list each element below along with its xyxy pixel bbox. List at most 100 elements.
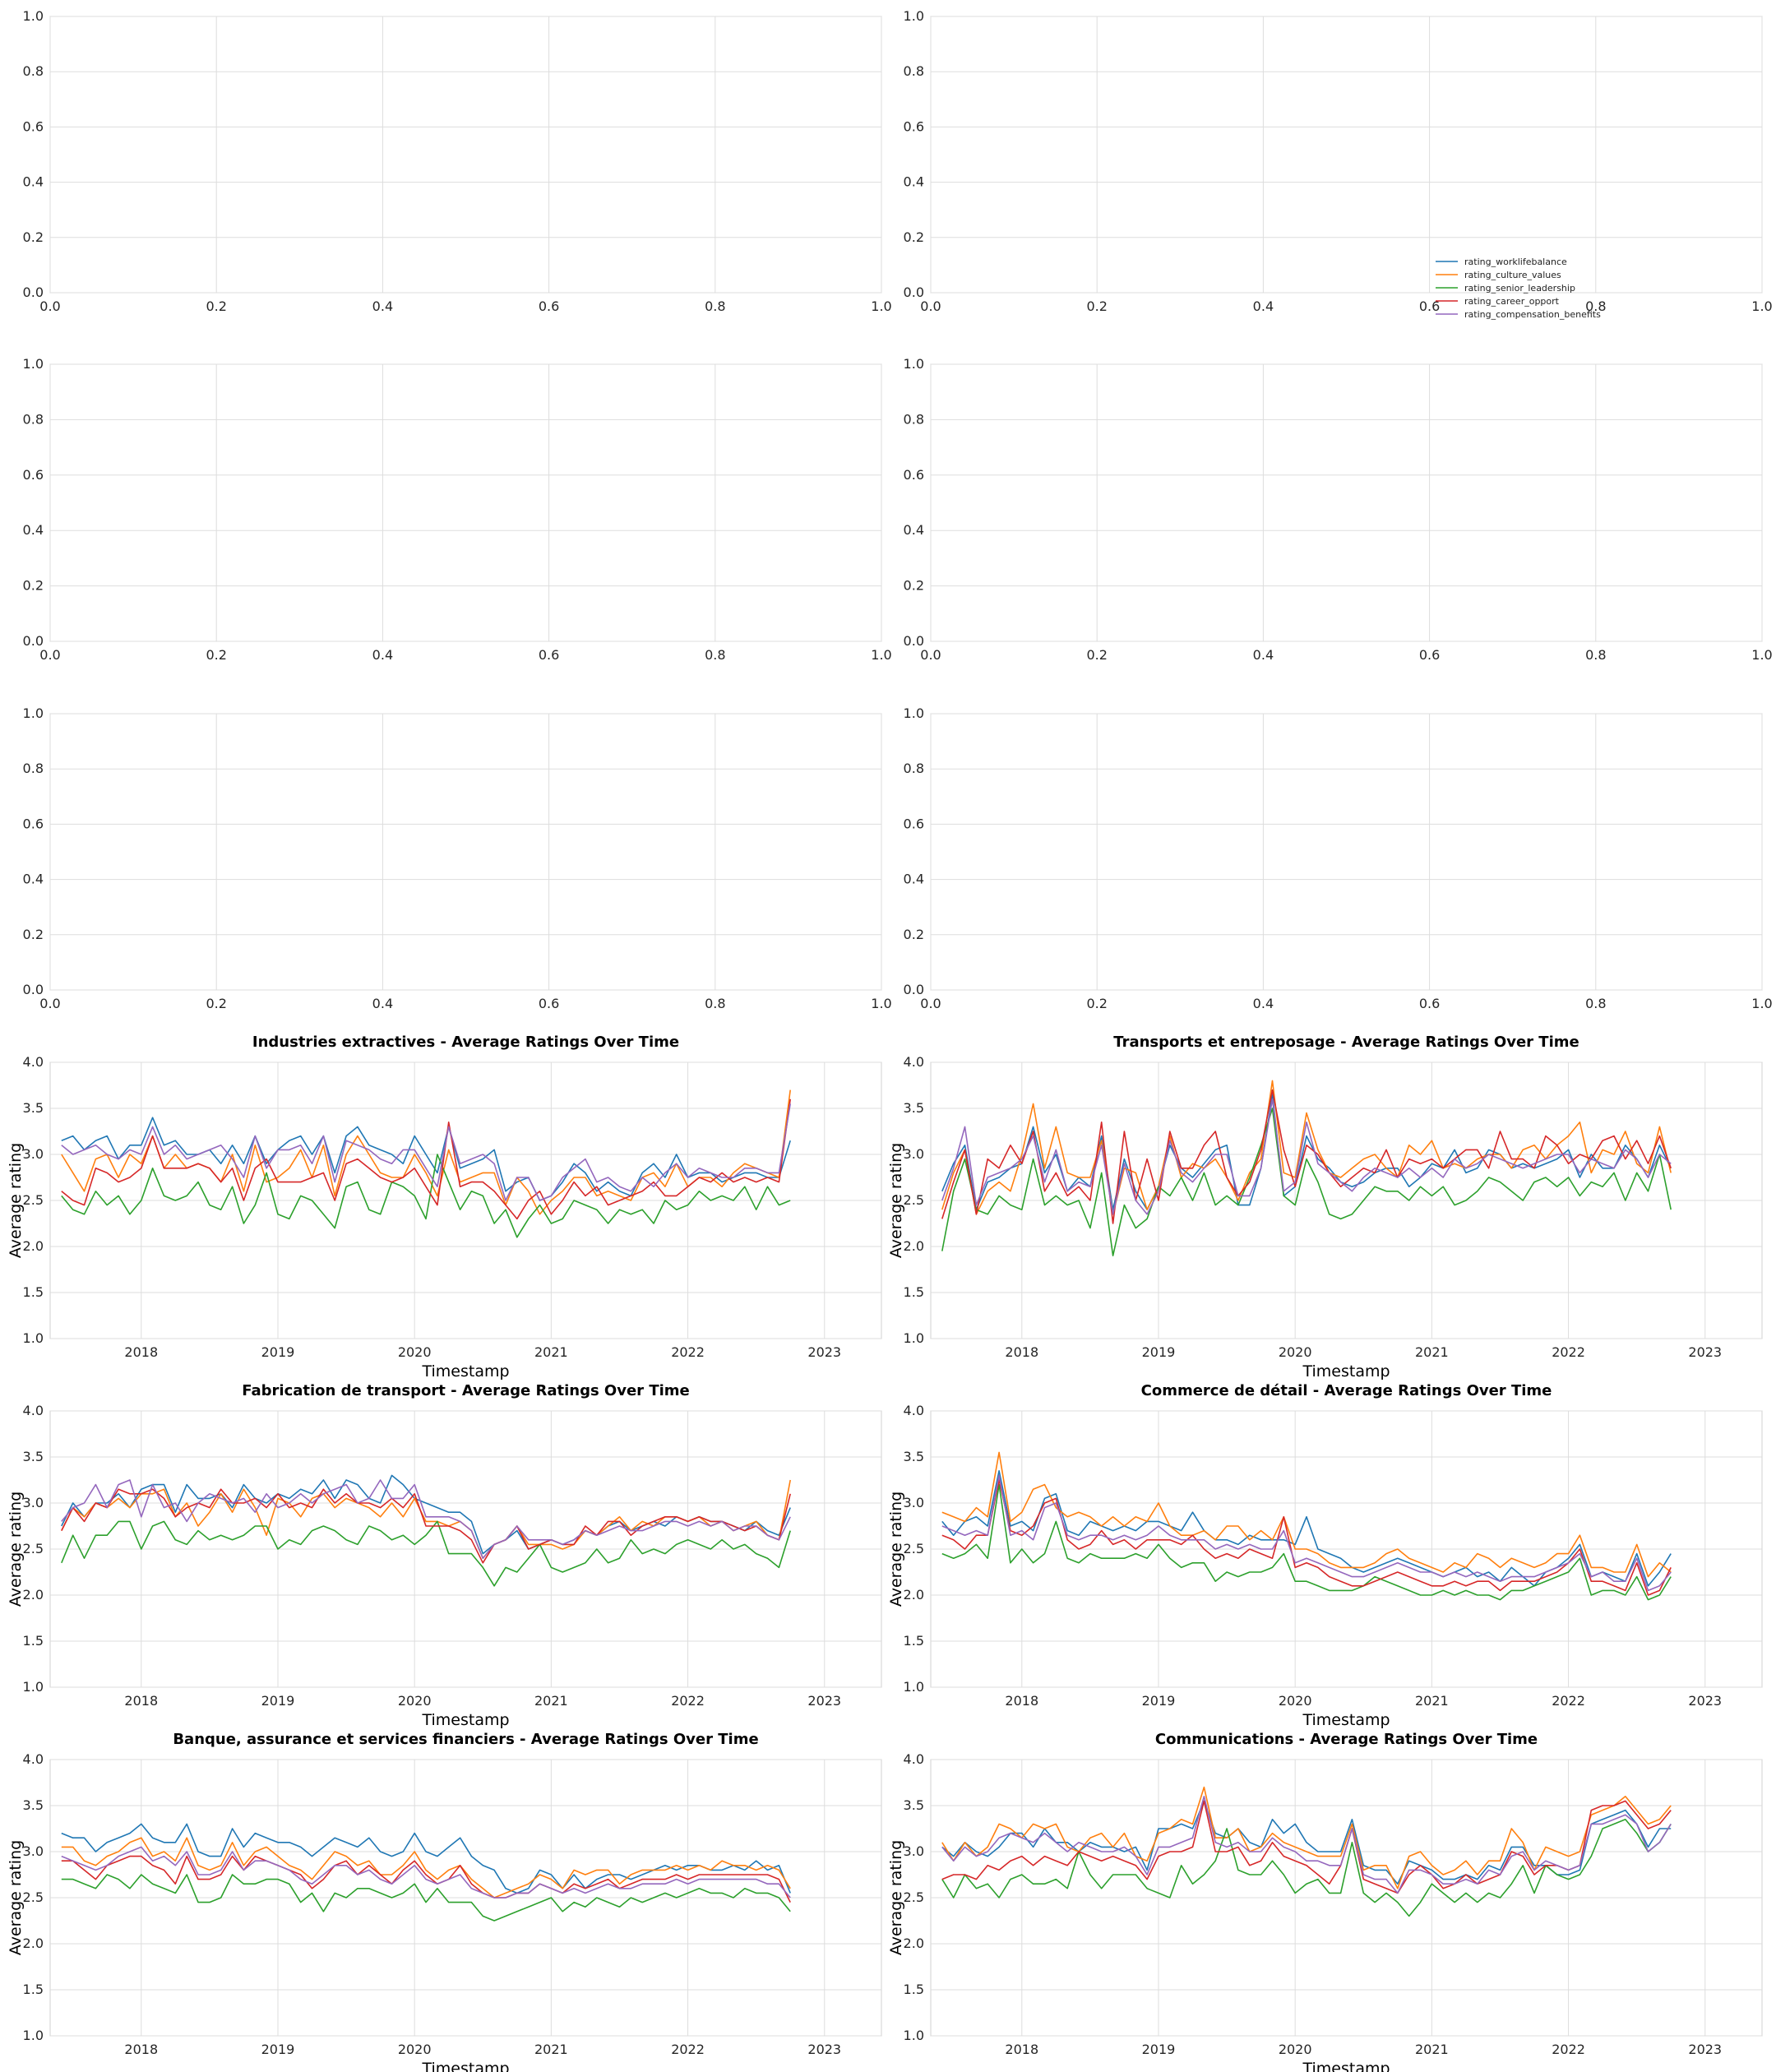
series-line-rating_career_opport — [941, 1089, 1672, 1224]
x-tick-label: 1.0 — [1751, 996, 1772, 1011]
x-axis-label: Timestamp — [1302, 1711, 1390, 1729]
panel-row3-left: 0.0 0.2 0.4 0.6 0.8 1.0 0.0 0.2 0.4 0.6 0.8 1.0 — [23, 705, 892, 1011]
legend-label: rating_career_opport — [1464, 296, 1560, 307]
x-tick-label: 2020 — [398, 1344, 432, 1360]
panel-row5-left: 1.0 1.5 2.0 2.5 3.0 3.5 4.0 2018 2019 2020 2021 202… — [7, 1382, 882, 1729]
x-tick-label: 2018 — [1005, 1344, 1038, 1360]
y-tick-label: 2.0 — [23, 1238, 44, 1254]
y-axis-label: Average rating — [7, 1492, 25, 1607]
x-tick-label: 0.0 — [920, 996, 941, 1011]
x-tick-label: 0.4 — [1253, 996, 1274, 1011]
x-tick-label: 2020 — [1279, 1344, 1312, 1360]
panel-row5-right: 1.0 1.5 2.0 2.5 3.0 3.5 4.0 2018 2019 2020 2021 202… — [887, 1382, 1763, 1729]
y-axis-label: Average rating — [7, 1840, 25, 1955]
y-tick-label: 4.0 — [904, 1751, 924, 1767]
x-tick-label: 0.8 — [1585, 298, 1606, 314]
x-tick-label: 2022 — [671, 2042, 705, 2057]
x-tick-label: 1.0 — [1751, 298, 1772, 314]
series-line-rating_career_opport — [61, 1855, 791, 1903]
y-tick-label: 2.5 — [904, 1192, 924, 1208]
x-tick-label: 1.0 — [1751, 647, 1772, 663]
series-line-rating_compensation_benefits — [941, 1474, 1672, 1592]
panel-row1-right: 0.0 0.2 0.4 0.6 0.8 1.0 0.0 0.2 0.4 0.6 0.8 1.0 rati… — [904, 8, 1773, 320]
legend-label: rating_culture_values — [1464, 270, 1561, 280]
y-tick-label: 2.5 — [23, 1192, 44, 1208]
x-tick-label: 0.8 — [705, 647, 725, 663]
chart-title: Communications - Average Ratings Over Ti… — [1155, 1731, 1538, 1748]
y-tick-label: 3.0 — [23, 1843, 44, 1859]
x-tick-label: 2020 — [1279, 2042, 1312, 2057]
x-tick-label: 0.8 — [1585, 996, 1606, 1011]
y-tick-label: 3.5 — [23, 1797, 44, 1813]
x-tick-label: 2022 — [1552, 2042, 1585, 2057]
series-line-rating_compensation_benefits — [61, 1479, 791, 1559]
chart-title: Banque, assurance et services financiers… — [173, 1731, 758, 1748]
y-tick-label: 0.4 — [904, 522, 924, 538]
x-tick-label: 0.2 — [1086, 298, 1107, 314]
y-tick-label: 0.0 — [23, 284, 44, 300]
x-tick-label: 2021 — [534, 2042, 568, 2057]
panel-row1-left: 0.0 0.2 0.4 0.6 0.8 1.0 0.0 0.2 0.4 0.6 0.8 1.0 — [23, 8, 892, 314]
y-tick-label: 0.8 — [23, 411, 44, 427]
series-line-rating_culture_values — [61, 1837, 791, 1899]
x-axis-label: Timestamp — [1302, 1362, 1390, 1381]
x-tick-label: 2022 — [671, 1693, 705, 1709]
y-tick-label: 0.2 — [23, 229, 44, 245]
y-tick-label: 2.5 — [23, 1541, 44, 1556]
y-tick-label: 0.4 — [23, 872, 44, 887]
chart-title: Fabrication de transport - Average Ratin… — [242, 1382, 689, 1399]
series-line-rating_career_opport — [941, 1800, 1672, 1894]
x-tick-label: 2022 — [671, 1344, 705, 1360]
plot-area — [930, 363, 1763, 642]
x-tick-label: 2023 — [1688, 2042, 1722, 2057]
y-tick-label: 4.0 — [23, 1403, 44, 1418]
y-tick-label: 0.4 — [23, 174, 44, 190]
y-tick-label: 0.2 — [904, 927, 924, 942]
x-tick-label: 1.0 — [871, 298, 891, 314]
x-tick-label: 2023 — [807, 2042, 841, 2057]
y-axis-label: Average rating — [887, 1143, 905, 1258]
y-tick-label: 2.0 — [904, 1238, 924, 1254]
series-line-rating_culture_values — [941, 1786, 1672, 1889]
y-tick-label: 0.0 — [904, 633, 924, 649]
x-tick-label: 0.2 — [1086, 996, 1107, 1011]
y-tick-label: 0.0 — [904, 284, 924, 300]
series-line-rating_senior_leadership — [61, 1520, 791, 1587]
x-tick-label: 2022 — [1552, 1344, 1585, 1360]
y-tick-label: 0.6 — [904, 118, 924, 134]
y-tick-label: 2.0 — [23, 1936, 44, 1951]
x-tick-label: 2022 — [1552, 1693, 1585, 1709]
x-tick-label: 0.4 — [1253, 298, 1274, 314]
series-line-rating_career_opport — [61, 1488, 791, 1564]
y-tick-label: 0.8 — [904, 411, 924, 427]
x-tick-label: 2021 — [1415, 2042, 1449, 2057]
y-tick-label: 3.5 — [904, 1797, 924, 1813]
plot-area — [930, 713, 1763, 991]
y-tick-label: 3.5 — [904, 1100, 924, 1116]
y-tick-label: 2.0 — [23, 1587, 44, 1603]
x-tick-label: 2023 — [807, 1344, 841, 1360]
plot-area — [49, 16, 882, 294]
y-axis-label: Average rating — [7, 1143, 25, 1258]
x-tick-label: 0.0 — [920, 298, 941, 314]
x-tick-label: 2023 — [807, 1693, 841, 1709]
y-tick-label: 3.0 — [904, 1495, 924, 1510]
y-tick-label: 1.0 — [23, 1679, 44, 1695]
plot-area — [49, 713, 882, 991]
series-line-rating_compensation_benefits — [941, 1098, 1672, 1215]
chart-title: Transports et entreposage - Average Rati… — [1113, 1034, 1579, 1051]
y-tick-label: 3.5 — [23, 1449, 44, 1464]
y-tick-label: 0.8 — [904, 761, 924, 776]
y-tick-label: 0.0 — [23, 633, 44, 649]
x-tick-label: 0.8 — [705, 298, 725, 314]
x-tick-label: 0.0 — [39, 647, 60, 663]
y-tick-label: 0.2 — [904, 578, 924, 594]
panel-row6-left: 1.0 1.5 2.0 2.5 3.0 3.5 4.0 2018 2019 2020 2021 202… — [7, 1731, 882, 2072]
x-axis-label: Timestamp — [421, 2060, 509, 2072]
y-tick-label: 0.2 — [23, 927, 44, 942]
y-tick-label: 0.8 — [904, 63, 924, 79]
y-tick-label: 1.5 — [23, 1633, 44, 1649]
x-tick-label: 0.0 — [39, 996, 60, 1011]
x-tick-label: 0.6 — [539, 647, 559, 663]
